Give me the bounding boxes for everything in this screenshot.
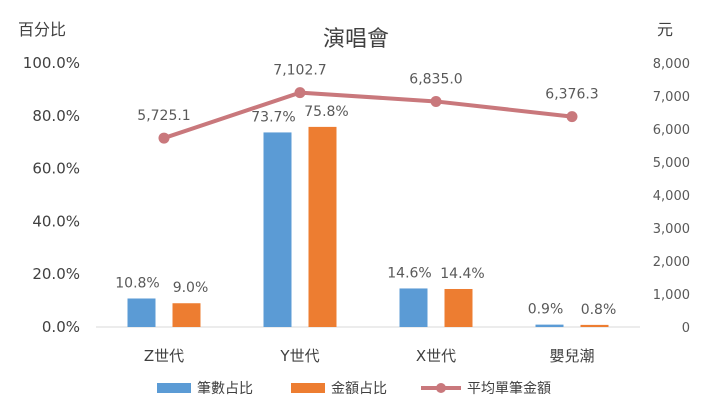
bar-amount-share bbox=[580, 324, 609, 327]
line-point bbox=[430, 95, 442, 107]
line-data-label: 6,835.0 bbox=[409, 71, 462, 87]
x-category-label: Y世代 bbox=[279, 347, 319, 365]
bar-count-share bbox=[399, 288, 428, 327]
y2-tick-label: 2,000 bbox=[653, 255, 690, 270]
bar-data-label: 0.8% bbox=[581, 302, 617, 318]
y-tick-label: 80.0% bbox=[32, 107, 80, 125]
bar-data-label: 75.8% bbox=[304, 104, 348, 120]
category-labels: Z世代 Y世代 X世代 嬰兒潮 bbox=[144, 347, 595, 365]
y-tick-label: 60.0% bbox=[32, 160, 80, 178]
line-point bbox=[158, 132, 170, 144]
y2-axis-ticks: 0 1,000 2,000 3,000 4,000 5,000 6,000 7,000 8,00… bbox=[653, 57, 690, 336]
bar-amount-share bbox=[444, 288, 473, 327]
y-axis-title: 百分比 bbox=[18, 20, 66, 39]
line-data-label: 5,725.1 bbox=[137, 108, 190, 124]
legend-label: 筆數占比 bbox=[197, 381, 253, 397]
line-point bbox=[566, 111, 578, 123]
bar-data-label: 73.7% bbox=[251, 109, 295, 125]
bar-data-label: 0.9% bbox=[528, 302, 564, 318]
bar-count-share bbox=[535, 324, 564, 327]
bar-count-share bbox=[127, 298, 156, 327]
y2-tick-label: 3,000 bbox=[653, 222, 690, 237]
legend-label: 平均單筆金額 bbox=[467, 381, 551, 397]
bar-count-share bbox=[263, 132, 292, 327]
y-tick-label: 20.0% bbox=[32, 265, 80, 283]
y2-tick-label: 4,000 bbox=[653, 189, 690, 204]
y-axis-ticks: 0.0% 20.0% 40.0% 60.0% 80.0% 100.0% bbox=[23, 54, 80, 336]
y2-axis-title: 元 bbox=[657, 20, 673, 39]
bar-data-label: 14.6% bbox=[387, 265, 431, 281]
bar-amount-share bbox=[308, 126, 337, 327]
y2-tick-label: 0 bbox=[682, 321, 690, 336]
y-tick-label: 40.0% bbox=[32, 212, 80, 230]
legend-label: 金額占比 bbox=[331, 381, 387, 397]
legend: 筆數占比 金額占比 平均單筆金額 bbox=[157, 381, 551, 397]
bars-layer bbox=[127, 126, 609, 327]
legend-marker bbox=[436, 383, 446, 393]
bar-data-label: 10.8% bbox=[115, 275, 159, 291]
x-category-label: Z世代 bbox=[144, 347, 184, 365]
y-tick-label: 0.0% bbox=[42, 318, 80, 336]
legend-swatch bbox=[157, 383, 191, 393]
y-tick-label: 100.0% bbox=[23, 54, 80, 72]
bar-data-label: 9.0% bbox=[173, 280, 209, 296]
y2-tick-label: 6,000 bbox=[653, 123, 690, 138]
line-point bbox=[294, 87, 306, 99]
y2-tick-label: 7,000 bbox=[653, 90, 690, 105]
data-labels-layer: 10.8% 73.7% 14.6% 0.9% 9.0% 75.8% 14.4% 0.8% 5,7… bbox=[115, 63, 616, 318]
bar-data-label: 14.4% bbox=[440, 266, 484, 282]
y2-tick-label: 8,000 bbox=[653, 57, 690, 72]
line-average-amount bbox=[163, 90, 573, 140]
y2-tick-label: 5,000 bbox=[653, 156, 690, 171]
line-data-label: 7,102.7 bbox=[273, 63, 326, 79]
line-layer bbox=[158, 87, 578, 144]
chart-title: 演唱會 bbox=[323, 27, 389, 52]
y2-tick-label: 1,000 bbox=[653, 288, 690, 303]
x-category-label: X世代 bbox=[416, 347, 456, 365]
x-category-label: 嬰兒潮 bbox=[549, 347, 594, 365]
bar-amount-share bbox=[172, 303, 201, 327]
line-data-label: 6,376.3 bbox=[545, 87, 598, 103]
legend-swatch bbox=[291, 383, 325, 393]
